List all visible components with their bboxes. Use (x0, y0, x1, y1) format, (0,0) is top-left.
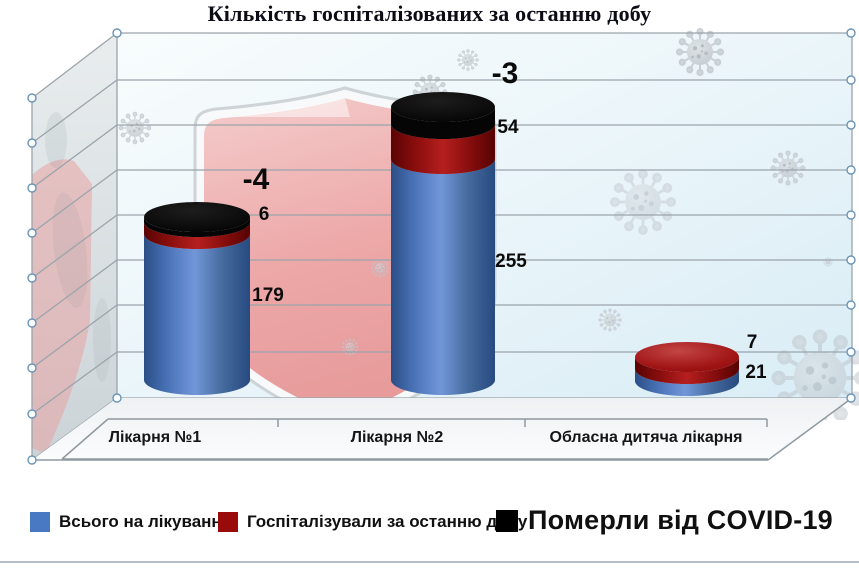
grid-markers (27, 28, 856, 465)
legend-swatch-black (496, 509, 518, 532)
data-labels: -4 6 179 -3 54 255 7 21 (243, 57, 767, 383)
treated-label-2: 255 (495, 251, 527, 272)
legend-item-admitted: Госпіталізували за останню добу (218, 512, 527, 532)
admitted-label-2: 54 (497, 117, 519, 138)
bar-hospital-1 (144, 202, 250, 395)
chart-legend: Всього на лікуванні Госпіталізували за о… (0, 503, 859, 541)
chart-title: Кількість госпіталізованих за останню до… (207, 1, 652, 26)
legend-item-treated: Всього на лікуванні (30, 512, 226, 532)
category-axis-band (61, 418, 768, 460)
legend-label-treated: Всього на лікуванні (59, 512, 227, 531)
category-labels: Лікарня №1 Лікарня №2 Обласна дитяча лік… (109, 429, 743, 446)
bar-hospital-2 (391, 92, 495, 395)
died-label-2: -3 (492, 57, 519, 90)
legend-label-died: Померли від COVID-19 (528, 505, 833, 535)
admitted-label-3: 7 (747, 332, 758, 353)
treated-label-1: 179 (252, 285, 284, 306)
category-label-1: Лікарня №1 (109, 429, 202, 446)
category-label-3: Обласна дитяча лікарня (550, 429, 743, 446)
admitted-label-1: 6 (259, 204, 270, 225)
died-label-1: -4 (243, 163, 270, 196)
floor (32, 397, 853, 461)
legend-label-admitted: Госпіталізували за останню добу (247, 512, 528, 531)
bar-children-hospital (635, 342, 739, 396)
legend-swatch-red (218, 512, 238, 532)
shield-fragment (32, 159, 92, 454)
legend-item-died: Померли від COVID-19 (496, 505, 833, 536)
category-label-2: Лікарня №2 (351, 429, 444, 446)
legend-swatch-blue (30, 512, 50, 532)
bottom-divider (0, 561, 859, 563)
treated-label-3: 21 (745, 362, 767, 383)
